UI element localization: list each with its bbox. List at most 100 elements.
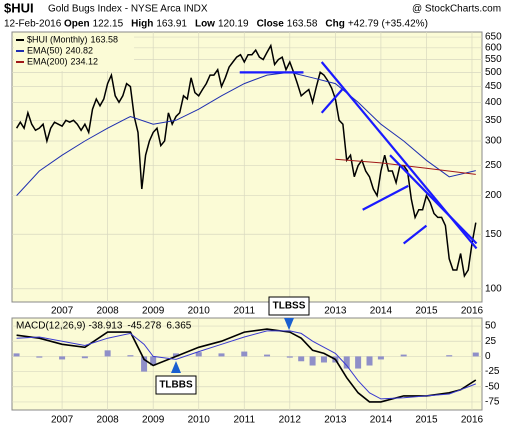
histogram-bar	[366, 356, 373, 366]
source: @ StockCharts.com	[412, 4, 501, 15]
quote-value: 163.91	[156, 19, 187, 30]
trendline	[362, 184, 409, 211]
quote-value: 163.58	[287, 19, 318, 30]
x-tick-label: 2013	[324, 306, 347, 317]
legend-value: 240.82	[66, 45, 94, 55]
x-tick-label: 2016	[461, 415, 484, 426]
annotation-arrow	[171, 361, 181, 373]
x-tick-label: 2010	[188, 306, 211, 317]
histogram-bar	[195, 352, 202, 357]
histogram-bar	[104, 350, 111, 357]
y-tick-label: 50	[485, 321, 497, 332]
histogram-bar	[13, 353, 20, 357]
y-tick-label: -75	[485, 397, 500, 408]
x-tick-label: 2014	[370, 415, 393, 426]
y-tick-label: 500	[485, 67, 502, 78]
histogram-bar	[377, 356, 384, 360]
y-tick-label: 450	[485, 81, 502, 92]
histogram-bar	[264, 354, 271, 357]
quote-label: Close	[257, 19, 285, 30]
x-tick-label: 2010	[188, 415, 211, 426]
histogram-bar	[127, 355, 134, 357]
x-tick-label: 2012	[279, 415, 302, 426]
chart-title: $HUI	[4, 0, 34, 15]
histogram-bar	[320, 356, 327, 363]
histogram-bar	[309, 356, 316, 366]
legend-label: EMA(200)	[27, 56, 68, 66]
quote-value: 120.19	[218, 19, 249, 30]
macd-value: -45.278	[127, 321, 161, 332]
price-line	[15, 43, 477, 279]
macd-label: MACD(12,26,9)	[16, 321, 85, 332]
x-tick-label: 2007	[51, 306, 74, 317]
trendline	[389, 154, 478, 245]
y-tick-label: 300	[485, 136, 502, 147]
quote-label: Chg	[325, 19, 344, 30]
x-tick-label: 2015	[415, 415, 438, 426]
y-tick-label: 600	[485, 42, 502, 53]
ema-line	[16, 71, 476, 196]
price-panel	[11, 31, 483, 303]
histogram-bar	[286, 356, 293, 358]
y-tick-label: -25	[485, 366, 500, 377]
x-tick-label: 2011	[234, 415, 256, 426]
histogram-bar	[150, 356, 157, 366]
annotation: TLBSS	[273, 301, 306, 312]
legend-label: $HUI (Monthly)	[27, 34, 88, 44]
date: 12-Feb-2016	[4, 19, 62, 30]
histogram-bar	[36, 356, 43, 358]
histogram-bar	[355, 356, 362, 369]
histogram-bar	[472, 352, 479, 357]
quote-value: 122.15	[93, 19, 124, 30]
legend-value: 163.58	[91, 34, 119, 44]
x-tick-label: 2008	[97, 306, 120, 317]
histogram-bar	[343, 356, 350, 369]
y-tick-label: -50	[485, 381, 500, 392]
chart-subtitle: Gold Bugs Index - NYSE Arca INDX	[48, 4, 208, 15]
x-tick-label: 2007	[51, 415, 74, 426]
macd-line	[16, 330, 476, 400]
y-tick-label: 350	[485, 115, 502, 126]
histogram-bar	[81, 356, 88, 359]
histogram-bar	[218, 353, 225, 357]
annotation-box	[268, 296, 310, 316]
x-tick-label: 2009	[142, 306, 165, 317]
x-tick-label: 2014	[370, 306, 393, 317]
histogram-bar	[400, 354, 407, 357]
macd-value: -38.913	[88, 321, 122, 332]
quote-value: +42.79 (+35.42%)	[348, 19, 428, 30]
y-tick-label: 200	[485, 190, 502, 201]
histogram-bar	[298, 356, 305, 362]
x-tick-label: 2011	[234, 306, 256, 317]
x-tick-label: 2008	[97, 415, 120, 426]
y-tick-label: 0	[485, 351, 491, 362]
y-tick-label: 150	[485, 229, 502, 240]
histogram-bar	[446, 355, 453, 357]
quote-label: Open	[64, 19, 90, 30]
y-tick-label: 550	[485, 54, 502, 65]
macd-panel	[11, 317, 483, 411]
histogram-bar	[241, 351, 248, 357]
y-tick-label: 650	[485, 32, 502, 43]
y-tick-label: 250	[485, 160, 502, 171]
trendline	[320, 88, 344, 114]
x-tick-label: 2009	[142, 415, 165, 426]
annotation: TLBBS	[159, 380, 193, 391]
histogram-bar	[141, 356, 148, 372]
legend-box	[14, 33, 134, 71]
legend-label: EMA(50)	[27, 45, 63, 55]
quote-label: Low	[195, 19, 215, 30]
histogram-bar	[172, 353, 179, 357]
annotation-arrow	[284, 318, 294, 330]
histogram-bar	[59, 356, 66, 360]
annotation-box	[155, 375, 197, 395]
y-tick-label: 400	[485, 97, 502, 108]
y-tick-label: 25	[485, 336, 497, 347]
ema-line	[335, 158, 476, 175]
legend-value: 234.12	[71, 56, 99, 66]
y-tick-label: 100	[485, 283, 502, 294]
x-tick-label: 2013	[324, 415, 347, 426]
trendline	[402, 224, 428, 245]
x-tick-label: 2016	[461, 306, 484, 317]
